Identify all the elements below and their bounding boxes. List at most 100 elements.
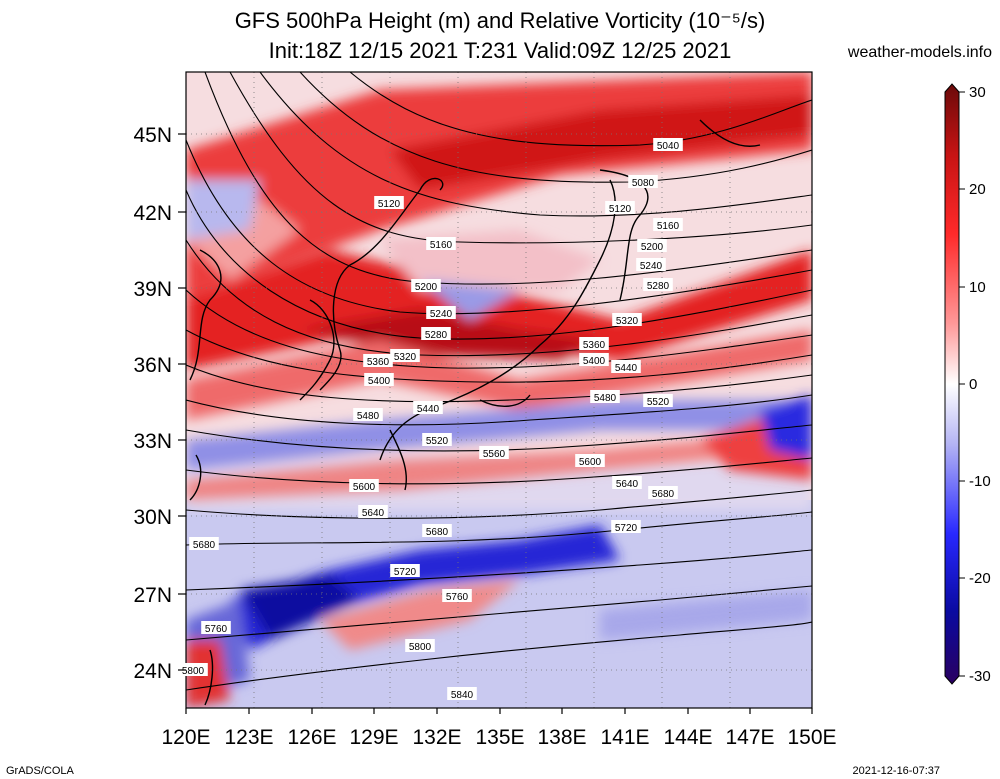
contour-label-bg (422, 433, 452, 446)
contour-label-bg (201, 621, 231, 634)
lon-label: 147E (725, 726, 774, 749)
contour-label-bg (653, 138, 683, 151)
contour-label-bg (405, 639, 435, 652)
vorticity-field (186, 72, 812, 708)
contour-label: 5240 (640, 261, 663, 272)
contour-label: 5840 (451, 690, 474, 701)
contour-label: 5320 (616, 316, 639, 327)
contour-label-bg (447, 687, 477, 700)
site-label: weather-models.info (847, 44, 992, 61)
contour-label-bg (611, 520, 641, 533)
contour-label: 5120 (378, 199, 401, 210)
contour-label-bg (353, 408, 383, 421)
contour-label: 5560 (483, 449, 506, 460)
contour-label: 5280 (647, 281, 670, 292)
lon-label: 135E (475, 726, 524, 749)
contour-label-bg (426, 237, 456, 250)
contour-label-bg (648, 486, 678, 499)
latitude-axis: 45N 42N 39N 36N 33N 30N 27N 24N (133, 124, 186, 683)
contour-label: 5760 (446, 592, 469, 603)
contour-label: 5800 (409, 642, 432, 653)
contour-label-bg (374, 196, 404, 209)
lat-label: 24N (133, 660, 172, 683)
contour-label-bg (636, 258, 666, 271)
contour-label: 5520 (647, 397, 670, 408)
plot-frame (185, 71, 813, 709)
contour-label: 5200 (415, 282, 438, 293)
contour-label-bg (575, 454, 605, 467)
contour-label: 5160 (657, 221, 680, 232)
lat-label: 36N (133, 354, 172, 377)
colorbar: 30 20 10 0 -10 -20 -30 (944, 83, 991, 685)
colorbar-label: 0 (969, 376, 977, 393)
contour-label: 5680 (426, 527, 449, 538)
contour-label: 5480 (357, 411, 380, 422)
footer-right: 2021-12-16-07:37 (852, 765, 940, 777)
contour-label: 5360 (583, 340, 606, 351)
colorbar-label: 20 (969, 181, 986, 198)
lat-label: 27N (133, 584, 172, 607)
contour-label: 5160 (430, 240, 453, 251)
lat-label: 33N (133, 430, 172, 453)
contour-label: 5600 (579, 457, 602, 468)
contour-label: 5440 (615, 363, 638, 374)
contour-label-bg (442, 589, 472, 602)
contour-label-bg (579, 353, 609, 366)
contour-label-bg (422, 524, 452, 537)
contour-label-bg (590, 390, 620, 403)
contour-label: 5400 (368, 376, 391, 387)
contour-label-bg (364, 373, 394, 386)
contour-label: 5280 (425, 330, 448, 341)
contour-label-bg (390, 349, 420, 362)
contour-label-bg (411, 279, 441, 292)
lon-label: 132E (412, 726, 461, 749)
lon-label: 138E (537, 726, 586, 749)
contour-label: 5720 (615, 523, 638, 534)
contour-label: 5680 (652, 489, 675, 500)
contour-label: 5040 (657, 141, 680, 152)
lat-label: 39N (133, 278, 172, 301)
colorbar-label: -20 (969, 570, 991, 587)
contour-label-bg (390, 564, 420, 577)
contour-label: 5760 (205, 624, 228, 635)
colorbar-label: 10 (969, 279, 986, 296)
contour-label-bg (426, 306, 456, 319)
contour-label: 5800 (182, 666, 205, 677)
lat-label: 45N (133, 124, 172, 147)
contour-label-bg (363, 354, 393, 367)
contour-label-bg (349, 479, 379, 492)
contour-label: 5080 (632, 178, 655, 189)
contour-label-bg (637, 239, 667, 252)
lat-label: 30N (133, 506, 172, 529)
contour-label: 5400 (583, 356, 606, 367)
contour-label-bg (643, 394, 673, 407)
contour-label-bg (628, 175, 658, 188)
contour-label: 5680 (193, 540, 216, 551)
colorbar-label: -10 (969, 473, 991, 490)
contour-label: 5240 (430, 309, 453, 320)
contour-label: 5120 (609, 204, 632, 215)
contour-label-bg (413, 401, 443, 414)
lat-label: 42N (133, 202, 172, 225)
contour-label-bg (612, 476, 642, 489)
colorbar-label: 30 (969, 84, 986, 101)
contour-label: 5640 (616, 479, 639, 490)
contour-label: 5640 (362, 508, 385, 519)
contour-label-bg (579, 337, 609, 350)
contour-label: 5320 (394, 352, 417, 363)
contour-label-bg (611, 360, 641, 373)
contour-label-bg (358, 505, 388, 518)
contour-label-bg (189, 537, 219, 550)
contour-label: 5200 (641, 242, 664, 253)
lon-label: 129E (349, 726, 398, 749)
longitude-axis: 120E 123E 126E 129E 132E 135E 138E 141E 144E 147E… (161, 708, 837, 749)
contour-label: 5440 (417, 404, 440, 415)
contour-label-bg (612, 313, 642, 326)
contour-label-bg (178, 663, 208, 676)
contour-label: 5480 (594, 393, 617, 404)
contour-label: 5520 (426, 436, 449, 447)
lon-label: 144E (663, 726, 712, 749)
lon-label: 126E (287, 726, 336, 749)
lon-label: 150E (787, 726, 836, 749)
